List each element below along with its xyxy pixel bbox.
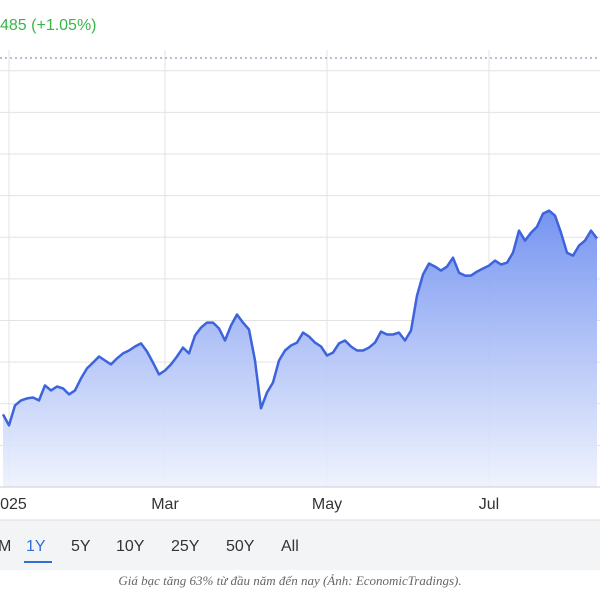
range-button[interactable]: 5Y [71, 538, 91, 555]
line [1, 209, 598, 427]
caption: Giá bạc tăng 63% từ đầu năm đến nay (Ảnh… [118, 573, 461, 588]
range-button[interactable]: 1Y [26, 538, 46, 555]
range-bar [0, 520, 600, 570]
price-change: 485 (+1.05%) [0, 17, 97, 34]
range-button[interactable]: 50Y [226, 538, 255, 555]
range-button[interactable]: 25Y [171, 538, 200, 555]
area [3, 210, 597, 487]
x-tick-label: May [312, 496, 342, 513]
x-tick-label: Mar [151, 496, 179, 513]
range-button[interactable]: All [281, 538, 299, 555]
range-button[interactable]: M [0, 538, 11, 555]
range-button[interactable]: 10Y [116, 538, 145, 555]
x-tick-label: Jul [479, 496, 499, 513]
x-tick-label: 2025 [0, 496, 27, 513]
